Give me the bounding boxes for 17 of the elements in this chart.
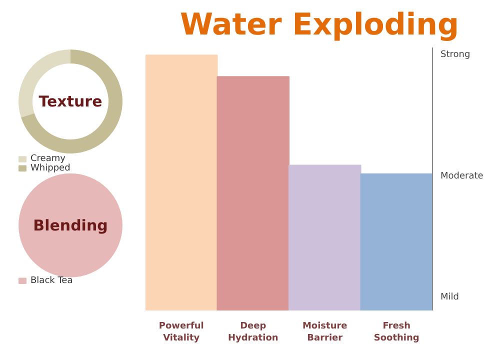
bar: [146, 54, 218, 310]
bar: [216, 76, 290, 310]
legend-label: Black Tea: [30, 276, 73, 286]
x-tick-label: Deep Hydration: [228, 322, 278, 344]
text: Strong: [440, 50, 470, 60]
chart-title: Water Exploding: [180, 8, 460, 42]
text: Texture: [38, 92, 102, 110]
text: Blending: [33, 216, 108, 234]
bar: [288, 164, 362, 310]
x-tick-label: Moisture Barrier: [302, 322, 348, 344]
text: Moderate: [440, 171, 484, 182]
legend-label: Whipped: [30, 163, 70, 174]
legend-label: Creamy: [30, 154, 66, 164]
x-tick-label: Fresh Soothing: [374, 322, 420, 344]
text: Mild: [440, 292, 459, 303]
x-tick-label: Powerful Vitality: [158, 322, 204, 344]
bar: [360, 173, 434, 310]
